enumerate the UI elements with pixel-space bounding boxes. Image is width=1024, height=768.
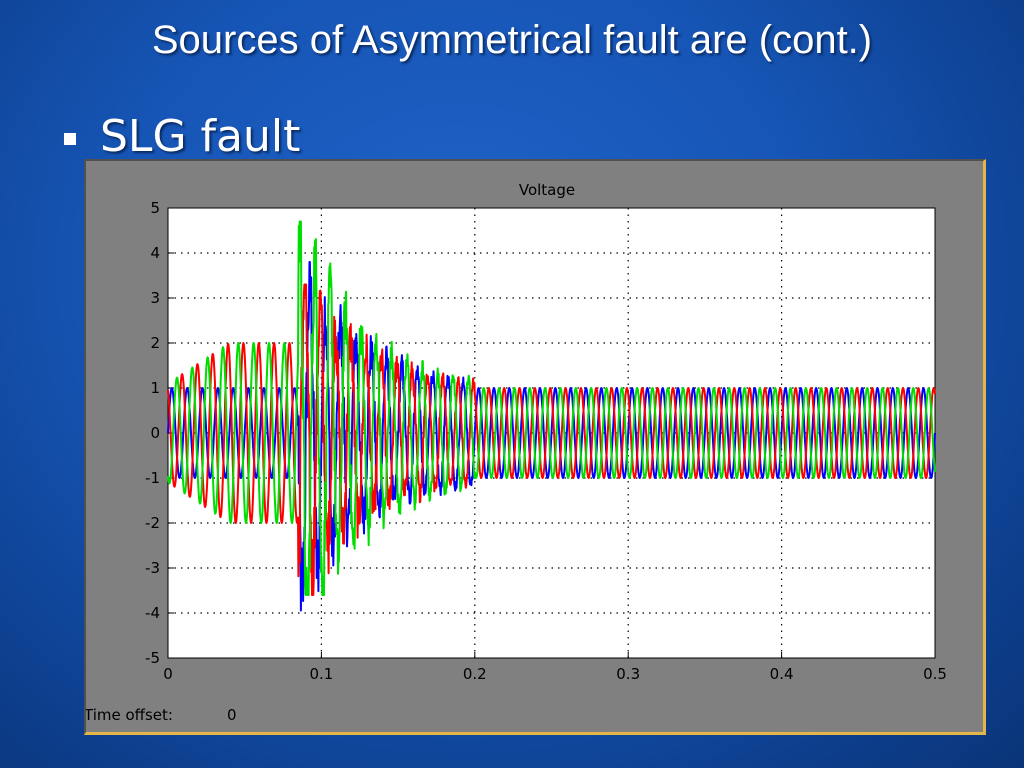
bullet-square-icon [64, 133, 76, 145]
tick-label-y: 2 [150, 334, 160, 352]
slide-title: Sources of Asymmetrical fault are (cont.… [151, 18, 873, 62]
tick-label-x: 0 [163, 665, 173, 683]
tick-label-y: -3 [145, 559, 160, 577]
bullet-text: SLG fault [100, 110, 301, 162]
tick-label-x: 0.3 [616, 665, 640, 683]
time-offset-value: 0 [227, 706, 237, 724]
scope-panel: Voltage 0 0.1 0.2 0.3 0.4 0.5 5 4 3 2 1 0 -1 -2 -3 -4 -5… [84, 159, 986, 735]
axis-ticks: 0 0.1 0.2 0.3 0.4 0.5 5 4 3 2 1 0 -1 -2 -3 -4 -5 [145, 199, 947, 683]
tick-label-y: 1 [150, 379, 160, 397]
tick-label-y: 0 [150, 424, 160, 442]
series-line-2 [167, 283, 936, 596]
series-line-3 [167, 220, 936, 596]
tick-label-y: 4 [150, 244, 160, 262]
tick-label-x: 0.2 [463, 665, 487, 683]
tick-label-y: -1 [145, 469, 160, 487]
tick-label-y: 5 [150, 199, 160, 217]
bullet-item: SLG fault [64, 108, 300, 164]
series-line-1 [167, 261, 936, 612]
tick-label-x: 0.1 [309, 665, 333, 683]
chart-title: Voltage [519, 181, 575, 199]
tick-label-y: -5 [145, 649, 160, 667]
time-offset-label: Time offset: [86, 706, 173, 724]
tick-label-y: -2 [145, 514, 160, 532]
tick-label-x: 0.4 [770, 665, 794, 683]
voltage-chart: Voltage 0 0.1 0.2 0.3 0.4 0.5 5 4 3 2 1 0 -1 -2 -3 -4 -5… [86, 181, 947, 724]
tick-label-y: -4 [145, 604, 160, 622]
series-layer [167, 220, 936, 612]
tick-label-x: 0.5 [923, 665, 947, 683]
tick-label-y: 3 [150, 289, 160, 307]
